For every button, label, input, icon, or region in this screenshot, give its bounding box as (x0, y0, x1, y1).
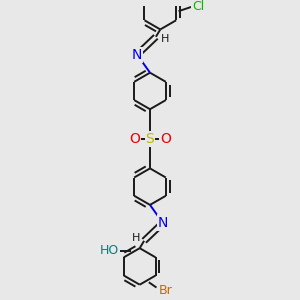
Text: O: O (129, 132, 140, 146)
Text: HO: HO (100, 244, 119, 257)
Text: N: N (132, 48, 142, 62)
Text: H: H (132, 233, 140, 244)
Text: O: O (160, 132, 171, 146)
Text: Cl: Cl (193, 0, 205, 13)
Text: S: S (146, 132, 154, 146)
Text: Br: Br (158, 284, 172, 297)
Text: N: N (158, 216, 168, 230)
Text: H: H (161, 34, 170, 44)
